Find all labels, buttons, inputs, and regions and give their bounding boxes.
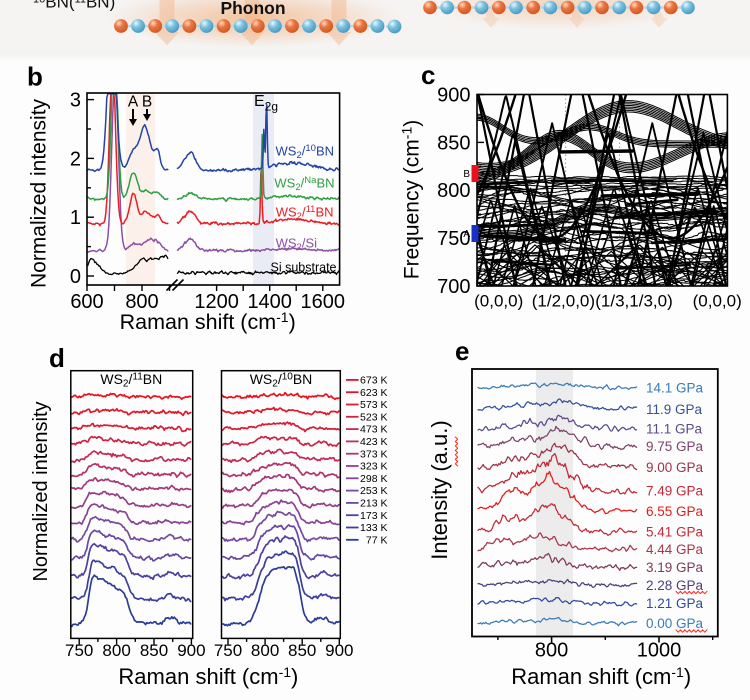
svg-text:Intensity (a.u.): Intensity (a.u.) <box>427 420 452 559</box>
svg-text:473 K: 473 K <box>360 424 387 436</box>
svg-text:Si substrate: Si substrate <box>270 261 336 275</box>
svg-text:(0,0,0): (0,0,0) <box>474 292 523 311</box>
svg-text:1: 1 <box>70 207 81 229</box>
svg-text:0.00 GPa: 0.00 GPa <box>646 616 704 631</box>
svg-text:523 K: 523 K <box>360 411 387 423</box>
svg-text:173 K: 173 K <box>360 510 387 522</box>
svg-text:3: 3 <box>70 90 81 112</box>
svg-text:5.41 GPa: 5.41 GPa <box>646 525 704 540</box>
svg-text:213 K: 213 K <box>360 498 387 510</box>
svg-text:10BN(11BN): 10BN(11BN) <box>33 0 115 12</box>
svg-text:850: 850 <box>288 641 316 660</box>
svg-text:7.49 GPa: 7.49 GPa <box>646 483 704 498</box>
svg-text:373 K: 373 K <box>360 448 387 460</box>
svg-text:623 K: 623 K <box>360 387 387 399</box>
svg-text:750: 750 <box>214 641 242 660</box>
svg-text:A: A <box>128 94 139 111</box>
svg-text:2.28 GPa: 2.28 GPa <box>646 578 704 593</box>
svg-text:14.1 GPa: 14.1 GPa <box>646 381 704 396</box>
svg-text:2: 2 <box>70 148 81 170</box>
svg-text:Raman shift (cm-1): Raman shift (cm-1) <box>120 309 296 334</box>
svg-text:WS2/Si: WS2/Si <box>276 236 318 254</box>
svg-text:Normalized intensity: Normalized intensity <box>30 401 52 581</box>
svg-text:WS2/11BN: WS2/11BN <box>276 204 334 222</box>
svg-text:Frequency (cm-1): Frequency (cm-1) <box>399 120 424 280</box>
svg-text:4.44 GPa: 4.44 GPa <box>646 542 704 557</box>
svg-text:1.21 GPa: 1.21 GPa <box>646 596 704 611</box>
svg-text:900: 900 <box>177 641 205 660</box>
svg-text:11.9 GPa: 11.9 GPa <box>646 402 703 417</box>
svg-text:700: 700 <box>437 276 470 298</box>
svg-text:1600: 1600 <box>301 291 346 313</box>
svg-text:3.19 GPa: 3.19 GPa <box>646 560 704 575</box>
svg-text:0: 0 <box>70 266 81 288</box>
svg-text:A: A <box>463 229 470 240</box>
svg-text:11.1 GPa: 11.1 GPa <box>646 421 703 436</box>
svg-text:1400: 1400 <box>247 291 292 313</box>
svg-text:WS2/10BN: WS2/10BN <box>275 143 334 161</box>
svg-text:673 K: 673 K <box>360 375 387 387</box>
svg-text:298 K: 298 K <box>360 473 387 485</box>
svg-text:B: B <box>463 169 470 180</box>
svg-text:Phonon: Phonon <box>220 0 285 18</box>
svg-text:800: 800 <box>535 640 568 662</box>
svg-text:c: c <box>421 60 435 90</box>
svg-text:850: 850 <box>140 641 168 660</box>
svg-text:423 K: 423 K <box>360 436 387 448</box>
svg-text:9.00 GPa: 9.00 GPa <box>646 460 704 475</box>
svg-text:1200: 1200 <box>194 291 239 313</box>
svg-text:WS2/10BN: WS2/10BN <box>250 371 313 390</box>
svg-text:323 K: 323 K <box>360 461 387 473</box>
svg-text:800: 800 <box>437 180 470 202</box>
svg-text:750: 750 <box>437 228 470 250</box>
svg-text:Raman shift (cm-1): Raman shift (cm-1) <box>511 664 691 689</box>
svg-text:750: 750 <box>65 641 93 660</box>
svg-text:WS2/NaBN: WS2/NaBN <box>274 175 334 193</box>
svg-text:1000: 1000 <box>637 640 682 662</box>
svg-text:e: e <box>455 336 469 366</box>
svg-text:800: 800 <box>251 641 279 660</box>
svg-text:850: 850 <box>437 132 470 154</box>
svg-text:600: 600 <box>70 291 103 313</box>
svg-text:9.75 GPa: 9.75 GPa <box>646 439 704 454</box>
svg-text:253 K: 253 K <box>360 485 387 497</box>
svg-text:573 K: 573 K <box>360 399 387 411</box>
svg-text:d: d <box>49 343 65 373</box>
svg-text:900: 900 <box>437 85 470 107</box>
svg-text:6.55 GPa: 6.55 GPa <box>646 504 704 519</box>
svg-text:(0,0,0): (0,0,0) <box>693 292 742 311</box>
svg-text:(1/2,0,0): (1/2,0,0) <box>532 292 595 311</box>
svg-text:b: b <box>27 62 43 92</box>
svg-text:Raman shift (cm-1): Raman shift (cm-1) <box>118 664 298 689</box>
svg-text:Normalized intensity: Normalized intensity <box>28 98 51 288</box>
svg-text:WS2/11BN: WS2/11BN <box>100 371 162 390</box>
svg-text:900: 900 <box>325 641 353 660</box>
svg-text:77 K: 77 K <box>366 534 388 546</box>
svg-text:800: 800 <box>102 641 130 660</box>
svg-text:133 K: 133 K <box>360 522 387 534</box>
svg-text:B: B <box>142 94 152 111</box>
svg-text:(1/3,1/3,0): (1/3,1/3,0) <box>595 292 673 311</box>
svg-text:800: 800 <box>125 291 158 313</box>
